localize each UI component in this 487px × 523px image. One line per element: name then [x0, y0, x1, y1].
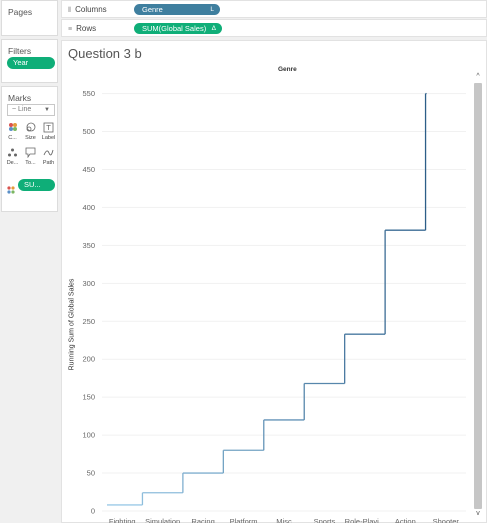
marks-title: Marks [8, 93, 32, 103]
label-button-label: Label [41, 135, 56, 141]
tooltip-icon [22, 147, 39, 159]
mark-type-dropdown[interactable]: ~ Line ▼ [7, 104, 55, 116]
y-tick-label: 250 [82, 317, 95, 326]
x-tick-label: Fighting [109, 517, 136, 523]
columns-shelf[interactable]: ⦀ Columns Genre L [61, 0, 487, 18]
size-icon [22, 122, 39, 134]
rows-shelf-label: ≡ Rows [68, 24, 96, 33]
chevron-down-icon: ▼ [44, 107, 50, 113]
x-tick-label: Platform [230, 517, 258, 523]
columns-shelf-label: ⦀ Columns [68, 5, 107, 15]
columns-pill-text: Genre [142, 5, 163, 14]
filters-card[interactable]: Filters Year [1, 39, 58, 83]
svg-text:T: T [45, 124, 51, 132]
tooltip-button[interactable]: To... [22, 147, 39, 169]
detail-button-label: De... [6, 160, 19, 166]
size-button[interactable]: Size [22, 122, 39, 144]
size-button-label: Size [25, 135, 36, 141]
rows-pill-suffix: Δ [211, 25, 216, 32]
rows-pill-global-sales[interactable]: SUM(Global Sales) Δ [134, 23, 222, 34]
columns-icon: ⦀ [68, 7, 72, 14]
x-tick-label: Role-Playi... [345, 517, 385, 523]
mark-field-pill[interactable]: SU... [18, 179, 55, 191]
rows-shelf[interactable]: ≡ Rows SUM(Global Sales) Δ [61, 19, 487, 37]
rows-label-text: Rows [76, 24, 97, 33]
view-area: Question 3 b Genre Running Sum of Global… [61, 40, 487, 523]
label-icon: T [40, 122, 57, 134]
color-button-label: C... [8, 135, 17, 141]
columns-pill-suffix: L [210, 6, 214, 13]
y-tick-label: 500 [82, 127, 95, 136]
x-tick-label: Action [395, 517, 416, 523]
y-tick-label: 0 [91, 507, 95, 516]
x-tick-label: Simulation [145, 517, 180, 523]
left-panel: Pages Filters Year Marks ~ Line ▼ C... S… [0, 0, 60, 523]
filter-pill-year[interactable]: Year [7, 57, 55, 69]
path-button[interactable]: Path [40, 147, 57, 169]
mark-type-label: Line [18, 106, 32, 113]
vertical-scrollbar[interactable]: ^ v [473, 73, 483, 521]
chart-svg: 0 50 100 150 200 250 300 350 400 450 500 550 Fighti… [82, 89, 466, 523]
y-tick-label: 350 [82, 241, 95, 250]
rows-pill-text: SUM(Global Sales) [142, 24, 207, 33]
color-field-icon [7, 181, 15, 199]
y-tick-label: 150 [82, 393, 95, 402]
y-tick-label: 550 [82, 89, 95, 98]
x-tick-label: Misc [276, 517, 292, 523]
y-tick-label: 450 [82, 165, 95, 174]
x-tick-label: Racing [191, 517, 214, 523]
tooltip-button-label: To... [25, 160, 36, 166]
color-button[interactable]: C... [4, 122, 21, 144]
pages-card[interactable]: Pages [1, 0, 58, 36]
columns-pill-genre[interactable]: Genre L [134, 4, 220, 15]
path-icon [40, 147, 57, 159]
marks-card: Marks ~ Line ▼ C... Size T Label De... [1, 86, 58, 212]
y-tick-label: 200 [82, 355, 95, 364]
filters-title: Filters [8, 46, 32, 56]
pages-title: Pages [8, 7, 33, 17]
path-button-label: Path [42, 160, 55, 166]
y-tick-label: 50 [87, 469, 95, 478]
rows-icon: ≡ [68, 26, 73, 33]
y-tick-label: 100 [82, 431, 95, 440]
scroll-down-icon[interactable]: v [476, 510, 480, 517]
line-icon: ~ [12, 106, 19, 113]
columns-label-text: Columns [75, 5, 107, 14]
scroll-up-icon[interactable]: ^ [476, 73, 480, 80]
y-tick-label: 300 [82, 279, 95, 288]
scrollbar-thumb[interactable] [474, 83, 482, 509]
y-tick-label: 400 [82, 203, 95, 212]
detail-button[interactable]: De... [4, 147, 21, 169]
x-tick-label: Sports [314, 517, 336, 523]
label-button[interactable]: T Label [40, 122, 57, 144]
column-header: Genre [278, 66, 297, 73]
color-icon [4, 122, 21, 134]
detail-icon [4, 147, 21, 159]
x-tick-label: Shooter [433, 517, 460, 523]
page-title: Question 3 b [68, 46, 142, 61]
